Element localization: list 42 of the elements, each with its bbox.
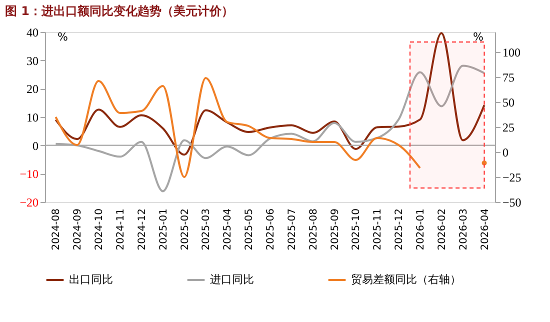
chart-title: 图 1：进出口额同比变化趋势（美元计价） [5,4,234,18]
x-tick-label: 2026-03 [458,208,470,250]
legend-label: 贸易差额同比（右轴） [351,273,461,286]
y-tick-label: 10 [26,110,38,124]
y-tick-label: 20 [26,82,38,96]
x-tick-label: 2025-02 [180,208,191,250]
x-tick-label: 2025-05 [244,208,256,250]
y2-tick-label: 75 [502,70,514,84]
y2-tick-label: −50 [502,196,522,210]
x-tick-label: 2025-09 [330,208,341,250]
x-tick-label: 2025-01 [158,208,170,250]
x-tick-label: 2024-11 [116,208,126,250]
y-tick-label: 30 [26,54,38,68]
y-axis-title: % [58,30,68,44]
x-tick-label: 2026-04 [480,208,491,250]
y-tick-label: 40 [26,26,38,40]
x-tick-label: 2025-08 [308,208,320,250]
legend-label: 进口同比 [210,273,254,286]
y2-tick-label: 0 [502,146,508,160]
y2-tick-label: 100 [502,46,520,60]
x-tick-label: 2026-02 [436,208,448,250]
y2-tick-label: 50 [502,96,514,110]
y2-tick-label: 25 [502,120,514,134]
x-tick-label: 2024-09 [72,208,84,250]
y-tick-label: 0 [32,138,38,153]
y2-tick-label: −25 [502,170,522,184]
x-tick-label: 2024-12 [136,208,148,250]
x-tick-label: 2025-03 [201,208,212,250]
x-tick-label: 2025-04 [222,208,234,250]
legend-label: 出口同比 [69,273,113,286]
line-series [54,32,486,156]
x-tick-label: 2025-11 [372,208,384,250]
x-tick-label: 2025-12 [394,208,406,250]
x-tick-label: 2024-08 [51,208,62,250]
x-tick-label: 2026-01 [416,208,426,250]
x-tick-label: 2024-10 [94,208,106,250]
x-tick-label: 2025-07 [286,208,298,250]
y-tick-label: −20 [20,196,38,210]
x-tick-label: 2025-06 [266,208,276,250]
y2-axis-title: % [473,30,484,44]
x-tick-label: 2025-10 [351,208,362,250]
y-tick-label: −10 [20,167,38,182]
